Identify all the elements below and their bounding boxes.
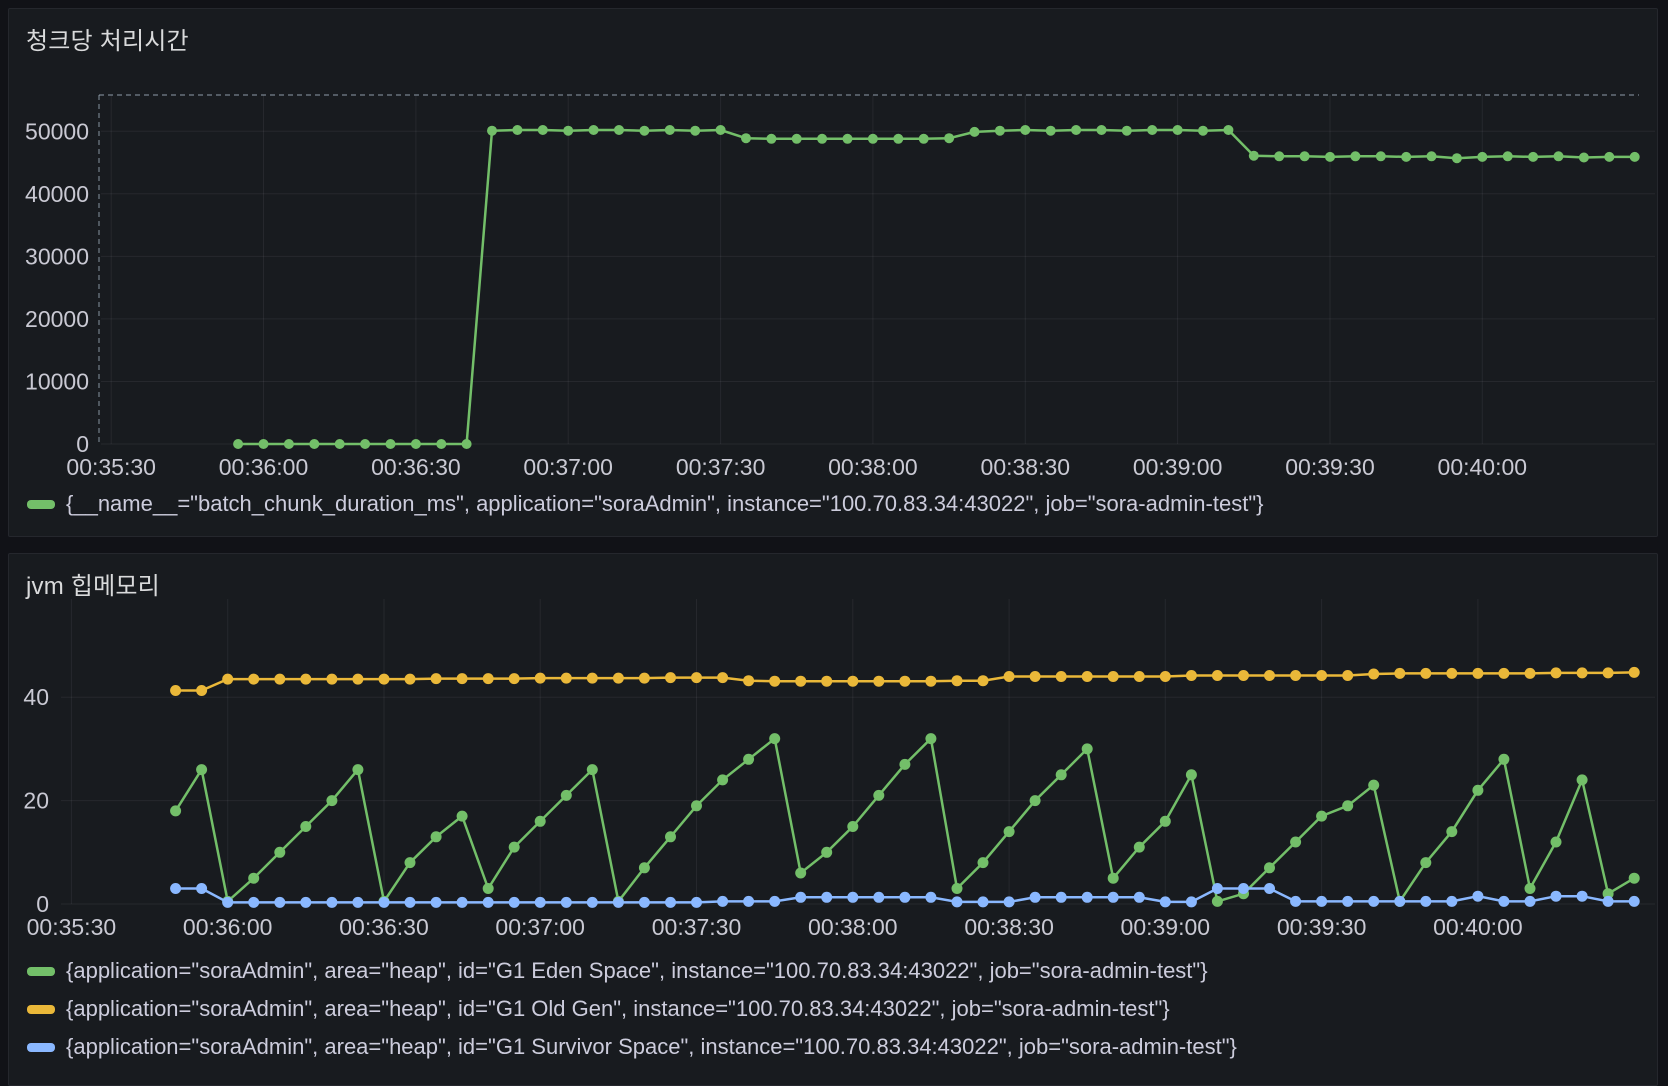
series-color-swatch[interactable] [27, 1042, 55, 1052]
svg-text:00:38:00: 00:38:00 [808, 914, 898, 940]
svg-text:00:39:30: 00:39:30 [1285, 454, 1375, 480]
svg-text:00:39:00: 00:39:00 [1133, 454, 1223, 480]
svg-text:50000: 50000 [25, 118, 89, 144]
svg-text:00:36:30: 00:36:30 [371, 454, 461, 480]
panel-jvm-heap: jvm 힙메모리 00:35:30 00:36:00 00:36:30 00:37:0… [8, 553, 1658, 1086]
panel-title-chunk-duration[interactable]: 청크당 처리시간 [26, 28, 189, 55]
svg-text:00:37:00: 00:37:00 [523, 454, 613, 480]
svg-text:00:40:00: 00:40:00 [1438, 454, 1528, 480]
svg-text:00:37:30: 00:37:30 [676, 454, 766, 480]
svg-text:00:35:30: 00:35:30 [66, 454, 156, 480]
svg-text:0: 0 [36, 891, 49, 917]
legend-label[interactable]: {application="soraAdmin", area="heap", i… [66, 1034, 1237, 1059]
legend-label[interactable]: {application="soraAdmin", area="heap", i… [66, 958, 1208, 983]
legend-item-old-gen[interactable]: {application="soraAdmin", area="heap", i… [27, 996, 1237, 1022]
svg-text:20: 20 [23, 788, 49, 814]
legend-chunk-duration: {__name__="batch_chunk_duration_ms", app… [27, 491, 1264, 529]
jvm-heap-chart[interactable]: 00:35:30 00:36:00 00:36:30 00:37:00 00:37:30… [9, 554, 1657, 954]
svg-text:00:36:00: 00:36:00 [219, 454, 309, 480]
legend-item-batch-chunk-duration[interactable]: {__name__="batch_chunk_duration_ms", app… [27, 491, 1264, 517]
panel-title-jvm-heap[interactable]: jvm 힙메모리 [26, 573, 160, 600]
chunk-duration-chart[interactable]: 00:35:30 00:36:00 00:36:30 00:37:00 00:37:30… [9, 9, 1657, 538]
panel-chunk-duration: 청크당 처리시간 00:35:30 00:36:00 00:36:30 00:37:0… [8, 8, 1658, 537]
legend-label[interactable]: {__name__="batch_chunk_duration_ms", app… [66, 491, 1264, 516]
legend-jvm-heap: {application="soraAdmin", area="heap", i… [27, 958, 1237, 1072]
series-color-swatch[interactable] [27, 1004, 55, 1014]
svg-text:00:35:30: 00:35:30 [27, 914, 117, 940]
svg-text:0: 0 [76, 431, 89, 457]
svg-text:00:39:00: 00:39:00 [1121, 914, 1211, 940]
svg-text:00:37:00: 00:37:00 [495, 914, 585, 940]
legend-item-survivor-space[interactable]: {application="soraAdmin", area="heap", i… [27, 1034, 1237, 1060]
svg-text:40000: 40000 [25, 181, 89, 207]
svg-text:40: 40 [23, 684, 49, 710]
legend-label[interactable]: {application="soraAdmin", area="heap", i… [66, 996, 1170, 1021]
svg-text:00:38:00: 00:38:00 [828, 454, 918, 480]
svg-text:00:38:30: 00:38:30 [964, 914, 1054, 940]
svg-text:00:38:30: 00:38:30 [981, 454, 1071, 480]
svg-text:00:36:00: 00:36:00 [183, 914, 273, 940]
svg-text:00:36:30: 00:36:30 [339, 914, 429, 940]
svg-text:00:40:00: 00:40:00 [1433, 914, 1523, 940]
series-color-swatch[interactable] [27, 499, 55, 509]
svg-text:00:37:30: 00:37:30 [652, 914, 742, 940]
series-color-swatch[interactable] [27, 966, 55, 976]
legend-item-eden-space[interactable]: {application="soraAdmin", area="heap", i… [27, 958, 1237, 984]
svg-text:10000: 10000 [25, 369, 89, 395]
svg-text:00:39:30: 00:39:30 [1277, 914, 1367, 940]
svg-text:30000: 30000 [25, 243, 89, 269]
svg-text:20000: 20000 [25, 306, 89, 332]
